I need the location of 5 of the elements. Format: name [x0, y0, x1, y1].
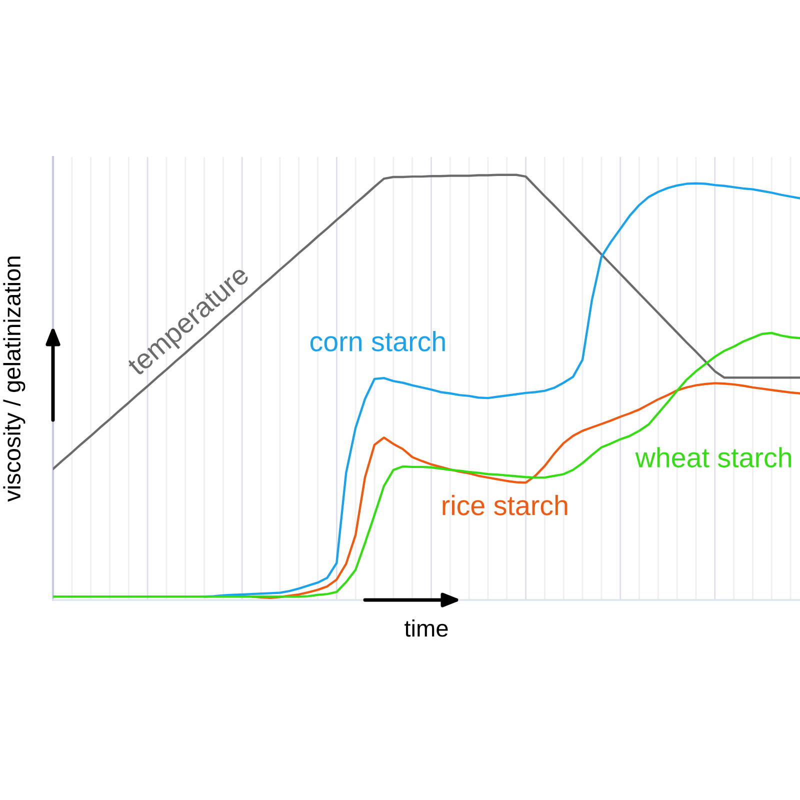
- series-label: corn starch: [310, 331, 445, 352]
- x-axis-title: time: [404, 619, 448, 637]
- series-label: wheat starch: [635, 447, 792, 468]
- series-label: rice starch: [442, 494, 568, 516]
- y-axis-title: viscosity / gelatinization: [3, 256, 26, 502]
